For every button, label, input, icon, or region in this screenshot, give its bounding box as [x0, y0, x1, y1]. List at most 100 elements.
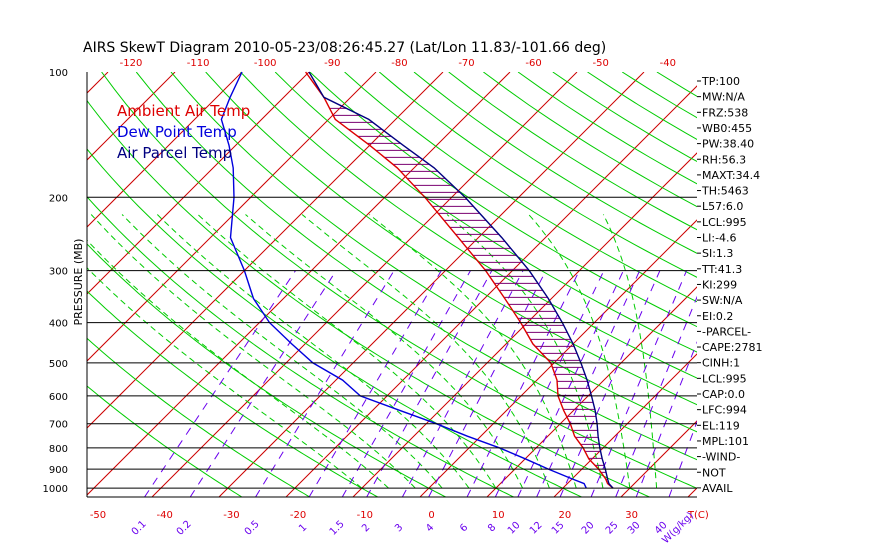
- dry-adiabat-line: [101, 72, 697, 489]
- bottom-temp-tick-label: -10: [357, 510, 373, 521]
- legend-dewpoint-label: Dew Point Temp: [117, 123, 237, 141]
- dry-adiabat-line: [378, 72, 697, 278]
- mixing-ratio-tick-label: 0.2: [175, 519, 194, 538]
- isotherm-line: [87, 72, 310, 295]
- bottom-temp-tick-label: -20: [290, 510, 306, 521]
- mixing-ratio-tick-label: 2: [360, 522, 372, 534]
- bottom-temp-tick-label: 20: [559, 510, 572, 521]
- moist-adiabat-line: [90, 214, 416, 489]
- chart-title: AIRS SkewT Diagram 2010-05-23/08:26:45.2…: [83, 40, 606, 56]
- mixing-ratio-tick-label: 0.5: [243, 519, 262, 538]
- index-value: CAPE:2781: [702, 341, 763, 354]
- isotherm-line: [486, 286, 697, 497]
- mixing-ratio-line: [401, 270, 524, 497]
- index-value: WB0:455: [702, 122, 752, 135]
- mixing-ratio-tick-label: 4: [424, 522, 436, 534]
- dry-adiabat-line: [309, 72, 697, 328]
- isotherm-line: [285, 85, 697, 497]
- mixing-ratio-tick-label: 30: [626, 520, 643, 537]
- isotherm-line: [87, 72, 109, 94]
- mixing-ratio-line: [494, 270, 605, 497]
- moist-adiabat-line: [301, 214, 550, 489]
- index-value: MW:N/A: [702, 91, 745, 104]
- index-value: SW:N/A: [702, 294, 743, 307]
- mixing-ratio-tick-label: 15: [550, 520, 567, 537]
- moist-adiabat-line: [446, 214, 604, 489]
- index-value: PW:38.40: [702, 138, 754, 151]
- mixing-ratio-line: [144, 270, 296, 497]
- dry-adiabat-line: [170, 72, 697, 433]
- mixing-ratio-tick-label: 1: [297, 522, 309, 534]
- index-value: NOT: [702, 466, 726, 479]
- bottom-temp-tick-label: -30: [223, 510, 239, 521]
- index-value: KI:299: [702, 278, 737, 291]
- pressure-tick-label: 300: [49, 267, 68, 278]
- mixing-ratio-tick-label: 1.5: [328, 519, 347, 538]
- isotherm-line: [755, 72, 870, 497]
- top-temp-tick-label: -100: [254, 58, 277, 69]
- index-value: SI:1.3: [702, 247, 733, 260]
- pressure-tick-label: 100: [49, 68, 68, 79]
- mixing-ratio-tick-label: 10: [506, 520, 523, 537]
- mixing-ratio-tick-label: 20: [580, 520, 597, 537]
- bottom-temp-tick-label: 0: [428, 510, 434, 521]
- dry-adiabat-line: [448, 72, 697, 231]
- mixing-ratio-line: [466, 270, 580, 497]
- index-value: -PARCEL-: [702, 325, 751, 338]
- index-value: LI:-4.6: [702, 232, 737, 245]
- top-temp-tick-label: -70: [458, 58, 474, 69]
- dry-adiabat-line: [517, 72, 697, 185]
- dry-adiabat-line: [87, 337, 311, 497]
- mixing-ratio-line: [308, 270, 442, 497]
- isotherm-line: [87, 72, 176, 161]
- index-value: MPL:101: [702, 435, 749, 448]
- mixing-ratio-line: [615, 295, 697, 497]
- isotherm-line: [419, 219, 697, 497]
- dry-adiabat-line: [87, 385, 243, 497]
- dry-adiabat-line: [240, 72, 697, 379]
- index-value: L57:6.0: [702, 200, 743, 213]
- index-value: TP:100: [701, 75, 740, 88]
- index-value: LFC:994: [702, 404, 747, 417]
- bottom-temp-tick-label: 30: [625, 510, 638, 521]
- index-value: CINH:1: [702, 357, 740, 370]
- index-value: EI:0.2: [702, 310, 733, 323]
- pressure-tick-label: 1000: [43, 484, 68, 495]
- bottom-temp-tick-label: T(C): [687, 510, 709, 521]
- index-value: FRZ:538: [702, 106, 748, 119]
- isotherm-line: [87, 72, 444, 429]
- top-temp-tick-label: -120: [120, 58, 143, 69]
- isotherm-line: [0, 72, 41, 497]
- dry-adiabat-line: [274, 72, 697, 353]
- isotherm-line: [151, 72, 578, 497]
- index-value: AVAIL: [702, 482, 733, 495]
- dry-adiabat-line: [87, 196, 514, 497]
- pressure-tick-label: 600: [49, 392, 68, 403]
- pressure-tick-label: 400: [49, 319, 68, 330]
- moist-adiabat-line: [528, 214, 631, 489]
- mixing-ratio-tick-label: 8: [486, 522, 498, 534]
- mixing-ratio-line: [189, 270, 337, 497]
- top-temp-tick-label: -90: [324, 58, 340, 69]
- index-value: CAP:0.0: [702, 388, 745, 401]
- index-value: TT:41.3: [701, 263, 742, 276]
- bottom-temp-tick-label: -50: [90, 510, 106, 521]
- mixing-ratio-line: [635, 341, 697, 497]
- dry-adiabat-line: [87, 148, 582, 497]
- top-temp-tick-label: -110: [187, 58, 210, 69]
- dry-adiabat-line: [344, 72, 697, 303]
- index-value: RH:56.3: [702, 153, 746, 166]
- bottom-temp-tick-label: -40: [157, 510, 173, 521]
- dewpoint-temp-line: [220, 71, 587, 489]
- top-temp-tick-label: -50: [593, 58, 609, 69]
- mixing-ratio-tick-label: 25: [604, 520, 621, 537]
- moist-adiabat-line: [87, 267, 363, 489]
- moist-adiabat-line: [156, 214, 470, 489]
- mixing-ratio-line: [255, 270, 395, 497]
- y-axis-label: PRESSURE (MB): [72, 239, 85, 326]
- index-value: LCL:995: [702, 216, 747, 229]
- moist-adiabat-line: [87, 239, 389, 489]
- mixing-ratio-tick-label: 3: [393, 522, 405, 534]
- ambient-temp-line: [305, 71, 614, 489]
